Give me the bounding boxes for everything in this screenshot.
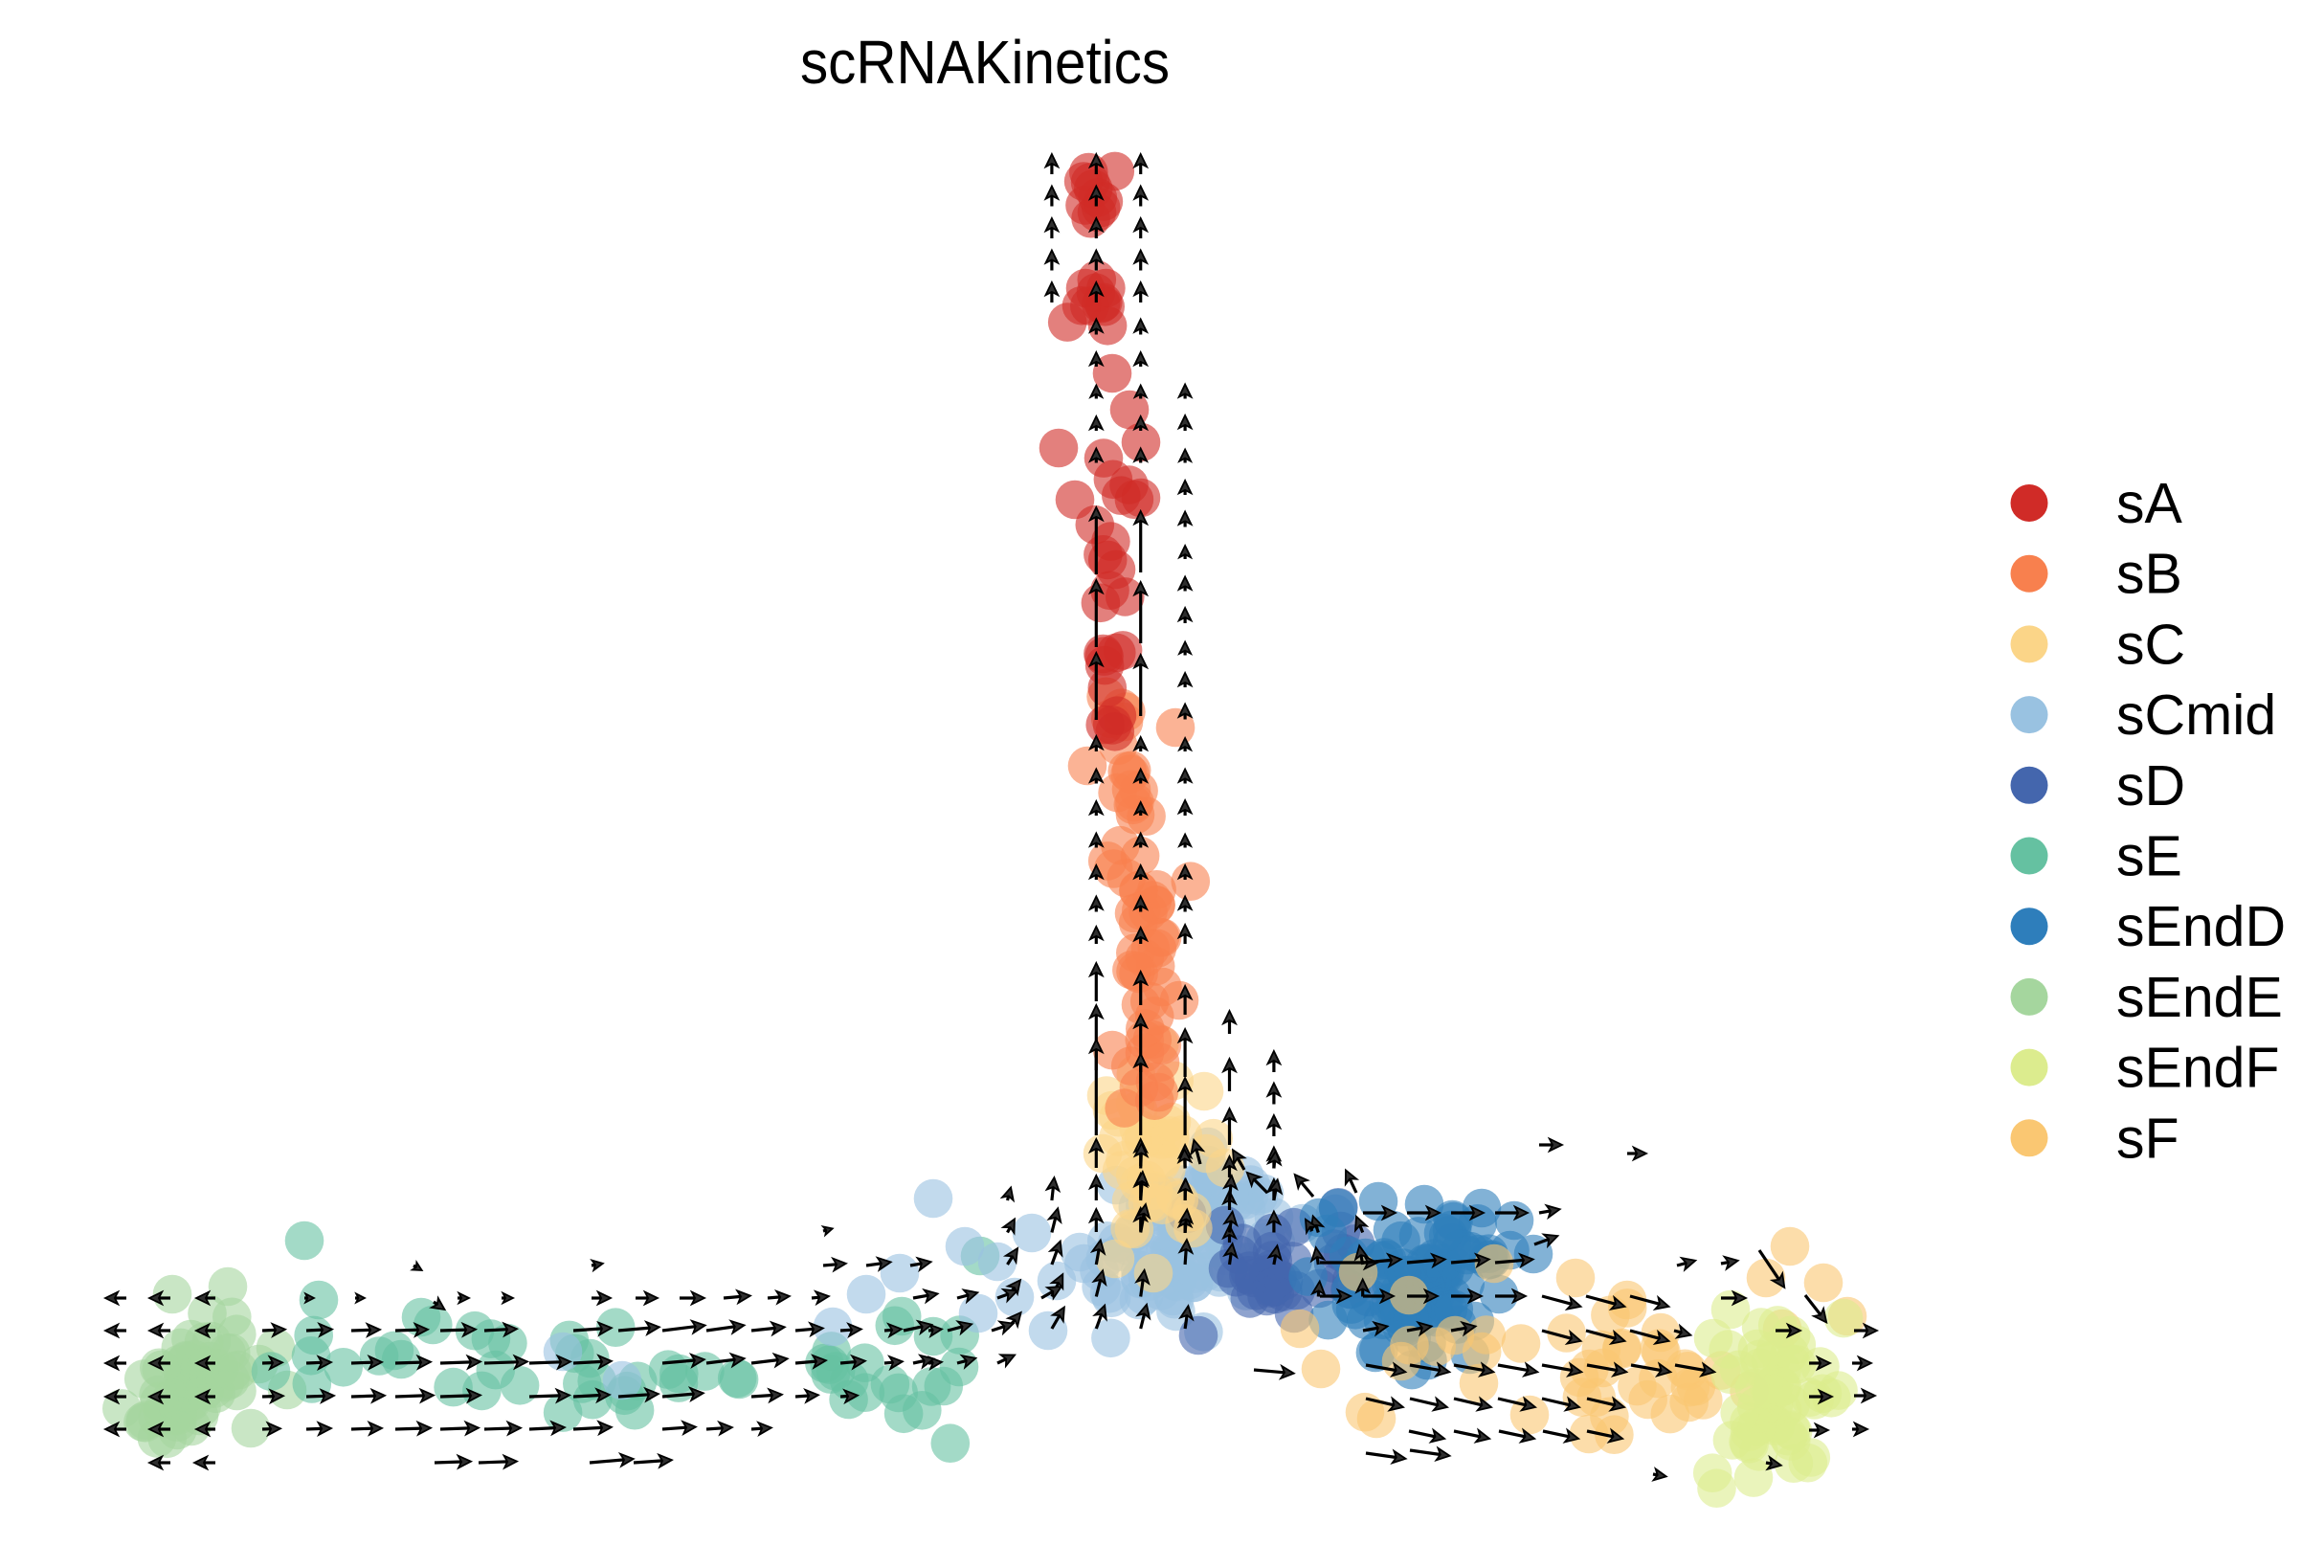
- svg-text:sEndE: sEndE: [2116, 966, 2283, 1029]
- svg-text:sCmid: sCmid: [2116, 683, 2276, 747]
- svg-text:sEndD: sEndD: [2116, 895, 2286, 958]
- svg-text:sB: sB: [2116, 543, 2182, 606]
- svg-text:sF: sF: [2116, 1107, 2179, 1170]
- svg-text:sC: sC: [2116, 613, 2185, 676]
- svg-text:scRNAKinetics: scRNAKinetics: [800, 28, 1170, 97]
- svg-text:sA: sA: [2116, 472, 2183, 535]
- svg-text:sD: sD: [2116, 754, 2185, 818]
- svg-text:sEndF: sEndF: [2116, 1037, 2280, 1100]
- svg-text:sE: sE: [2116, 825, 2182, 888]
